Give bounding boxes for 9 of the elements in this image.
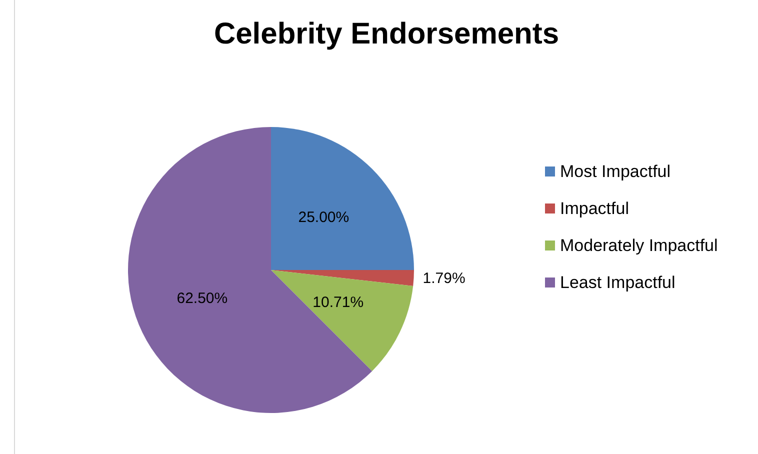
- data-label: 10.71%: [312, 294, 364, 311]
- legend-label: Moderately Impactful: [560, 236, 718, 255]
- chart-title: Celebrity Endorsements: [214, 18, 560, 50]
- data-label: 1.79%: [422, 270, 466, 287]
- legend-label: Least Impactful: [560, 273, 676, 292]
- legend-label: Most Impactful: [560, 162, 671, 181]
- legend-label: Impactful: [560, 199, 629, 218]
- data-label: 62.50%: [176, 290, 228, 308]
- data-label: 25.00%: [298, 208, 350, 226]
